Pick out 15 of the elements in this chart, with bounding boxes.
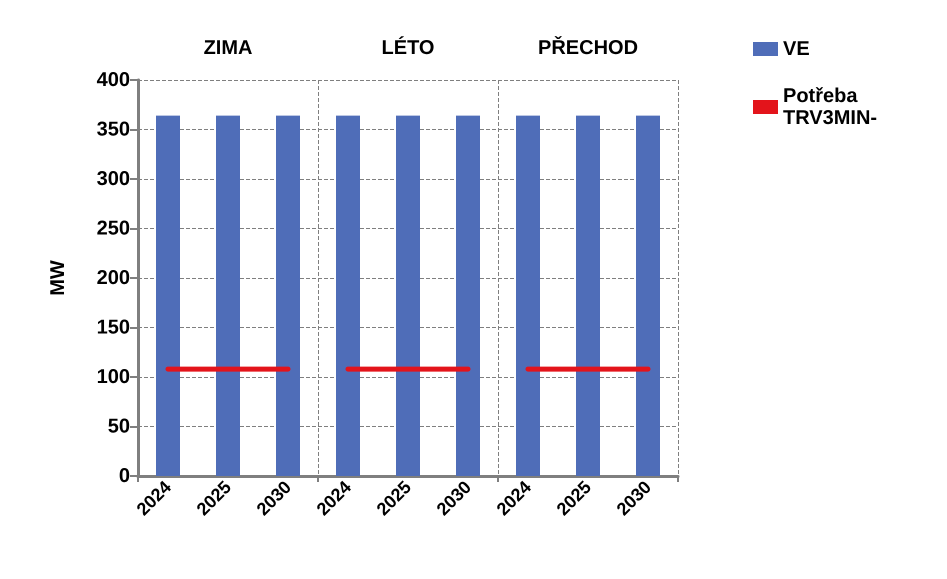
legend-label: Potřeba TRV3MIN- — [783, 85, 878, 129]
legend-label: VE — [783, 38, 810, 60]
y-tick-label: 150 — [96, 316, 130, 338]
text: ZIMA — [204, 37, 252, 59]
text: LÉTO — [382, 36, 434, 59]
y-axis-title: MW — [47, 260, 69, 296]
text: PŘECHOD — [538, 36, 638, 59]
y-tick-label: 0 — [118, 465, 130, 487]
y-tick-label: 300 — [96, 168, 130, 190]
y-tick-label: 350 — [96, 118, 130, 140]
y-tick-label: 100 — [96, 366, 130, 388]
y-tick-label: 250 — [96, 218, 130, 240]
y-tick-label: 50 — [108, 416, 130, 438]
y-tick-label: 200 — [96, 267, 130, 289]
y-tick-label: 400 — [96, 69, 130, 91]
